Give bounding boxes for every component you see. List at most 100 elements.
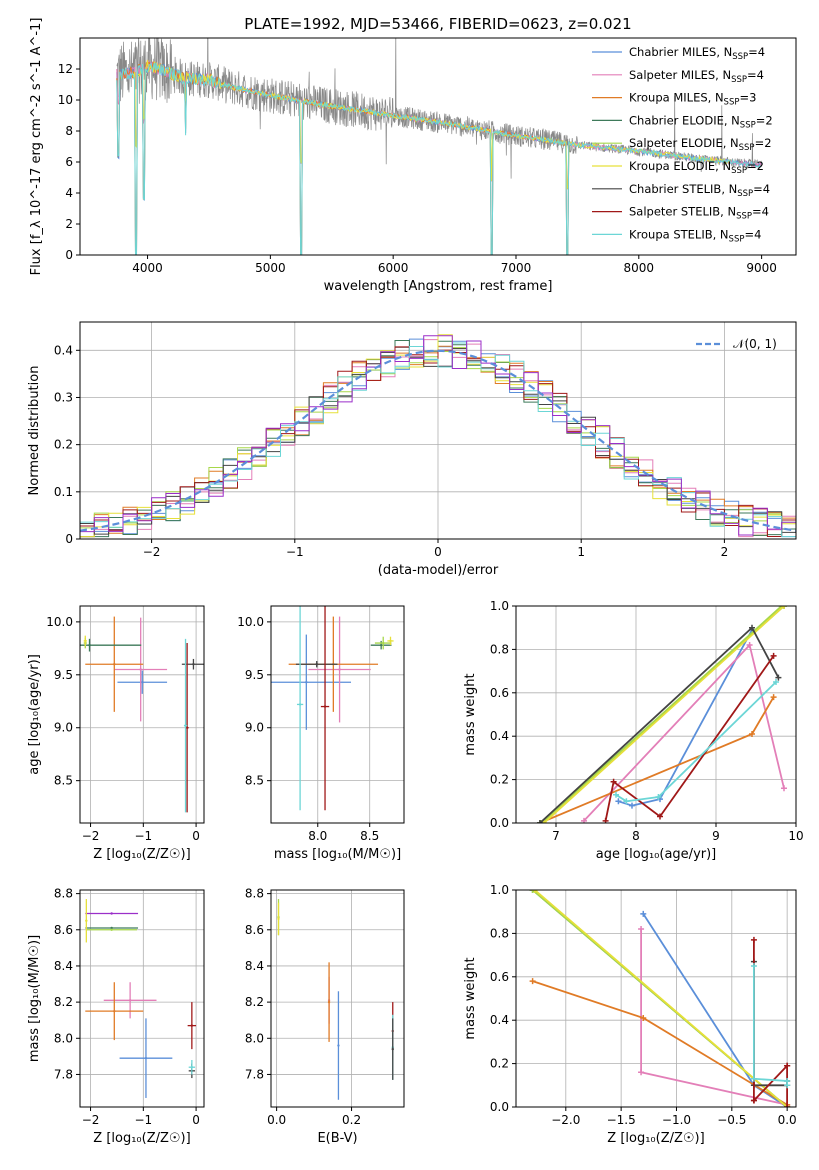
data-point [141, 681, 144, 684]
axes-frame [270, 605, 405, 824]
x-tick-label: −2 [82, 829, 100, 843]
plus-marker [615, 798, 622, 805]
plus-marker [541, 820, 547, 823]
legend-label: Chabrier MILES, NSSP=4 [629, 45, 765, 62]
y-tick-label: 12 [58, 62, 73, 76]
legend-label: Chabrier STELIB, NSSP=4 [629, 182, 770, 199]
x-tick-label: −1 [134, 1113, 152, 1127]
plot-area [537, 606, 787, 823]
data-point [379, 643, 383, 647]
y-tick-label: 0.4 [490, 729, 509, 743]
data-point [84, 639, 87, 643]
y-tick-label: 0 [65, 248, 73, 262]
y-tick-label: 8 [65, 124, 73, 138]
x-axis-label: Z [log₁₀(Z/Z☉)] [93, 847, 190, 862]
data-point [85, 919, 88, 922]
plus-marker [784, 1082, 791, 1089]
plus-marker [657, 813, 663, 820]
mass-weight-line [534, 890, 788, 1107]
x-tick-label: 10 [788, 829, 803, 843]
axes-frame [79, 37, 797, 256]
x-tick-label: −1.0 [662, 1113, 691, 1127]
panel-mass_vs_Z: −2 −1 0 7.8 8.0 8.2 8.4 8.6 8.8 Z [log₁₀(Z/Z☉)] ma… [27, 887, 205, 1146]
axes-frame [79, 889, 205, 1108]
y-tick-label: 9.5 [54, 668, 73, 682]
plot-area [529, 890, 791, 1107]
x-tick-label: 8.5 [360, 829, 379, 843]
y-tick-label: 0.1 [54, 485, 73, 499]
legend-label: Kroupa ELODIE, NSSP=2 [629, 159, 764, 176]
data-point [113, 1009, 116, 1013]
x-tick-label: 0.0 [267, 1113, 286, 1127]
y-tick-label: 2 [65, 217, 73, 231]
plus-marker [781, 606, 787, 609]
x-tick-label: 8 [632, 829, 640, 843]
plus-marker [773, 678, 779, 685]
y-tick-label: 0 [65, 532, 73, 546]
normal-curve [80, 349, 796, 532]
plus-marker [529, 978, 536, 985]
plus-marker [784, 1062, 791, 1069]
plus-marker [531, 890, 538, 893]
figure-title: PLATE=1992, MJD=53466, FIBERID=0623, z=0… [244, 15, 631, 33]
histogram-step [80, 335, 796, 536]
x-tick-label: 0.0 [778, 1113, 797, 1127]
panel-spectrum: 4000 5000 6000 7000 8000 9000 0 2 4 6 8 10 12 wavelen… [29, 18, 797, 294]
y-tick-label: 8.0 [245, 1031, 264, 1045]
y-tick-label: 0.2 [490, 1057, 509, 1071]
y-tick-label: 0.4 [490, 1013, 509, 1027]
data-point [185, 726, 189, 729]
x-axis-label: age [log₁₀(age/yr)] [596, 847, 717, 862]
plus-marker [638, 1069, 645, 1076]
data-point [391, 1047, 394, 1051]
y-tick-label: 0.0 [490, 1100, 509, 1114]
data-point [338, 668, 341, 671]
panel-age_vs_mass: 8.0 8.5 8.5 9.0 9.5 10.0 mass [log₁₀(M/M☉)] [237, 605, 405, 862]
y-tick-label: 7.8 [54, 1067, 73, 1081]
y-tick-label: 0.8 [490, 642, 509, 656]
plot-area [80, 616, 204, 813]
data-point [277, 917, 280, 921]
data-point [110, 926, 113, 930]
x-tick-label: 7 [552, 829, 560, 843]
data-point [144, 1056, 148, 1060]
x-tick-label: 8000 [624, 261, 655, 275]
x-tick-label: 1 [577, 545, 585, 559]
plus-marker [750, 1075, 757, 1082]
data-point [110, 928, 113, 931]
y-tick-label: 8.4 [245, 959, 264, 973]
axes-frame [515, 605, 797, 824]
data-point [327, 1000, 331, 1004]
plus-marker [610, 778, 617, 785]
y-tick-label: 0.6 [490, 686, 509, 700]
mass-weight-line [615, 681, 777, 803]
data-point [184, 724, 187, 727]
y-tick-label: 4 [65, 186, 73, 200]
y-tick-label: 7.8 [245, 1067, 264, 1081]
plot-area [277, 899, 394, 1100]
legend-label: Salpeter STELIB, NSSP=4 [629, 205, 769, 222]
plus-marker [775, 674, 782, 681]
y-axis-label: mass weight [463, 957, 478, 1039]
x-axis-label: Z [log₁₀(Z/Z☉)] [607, 1131, 704, 1146]
x-tick-label: 0 [192, 829, 200, 843]
plot-area [80, 334, 796, 538]
mass-weight-line [540, 606, 783, 823]
x-tick-label: −2.0 [551, 1113, 580, 1127]
legend-label: Chabrier ELODIE, NSSP=2 [629, 113, 773, 130]
x-tick-label: 0 [192, 1113, 200, 1127]
y-tick-label: 9.5 [245, 668, 264, 682]
plus-marker [750, 962, 757, 969]
plus-marker [749, 731, 755, 738]
plus-marker [640, 910, 647, 917]
y-axis-label: mass [log₁₀(M/M☉)] [27, 935, 42, 1062]
x-axis-label: wavelength [Angstrom, rest frame] [324, 279, 553, 294]
plus-marker [655, 793, 662, 800]
x-tick-label: 6000 [378, 261, 409, 275]
data-point [88, 643, 91, 647]
plus-marker [629, 802, 635, 809]
data-point [389, 639, 392, 643]
data-point [337, 1044, 340, 1047]
plus-marker [640, 1015, 647, 1022]
y-tick-label: 0.2 [54, 438, 73, 452]
